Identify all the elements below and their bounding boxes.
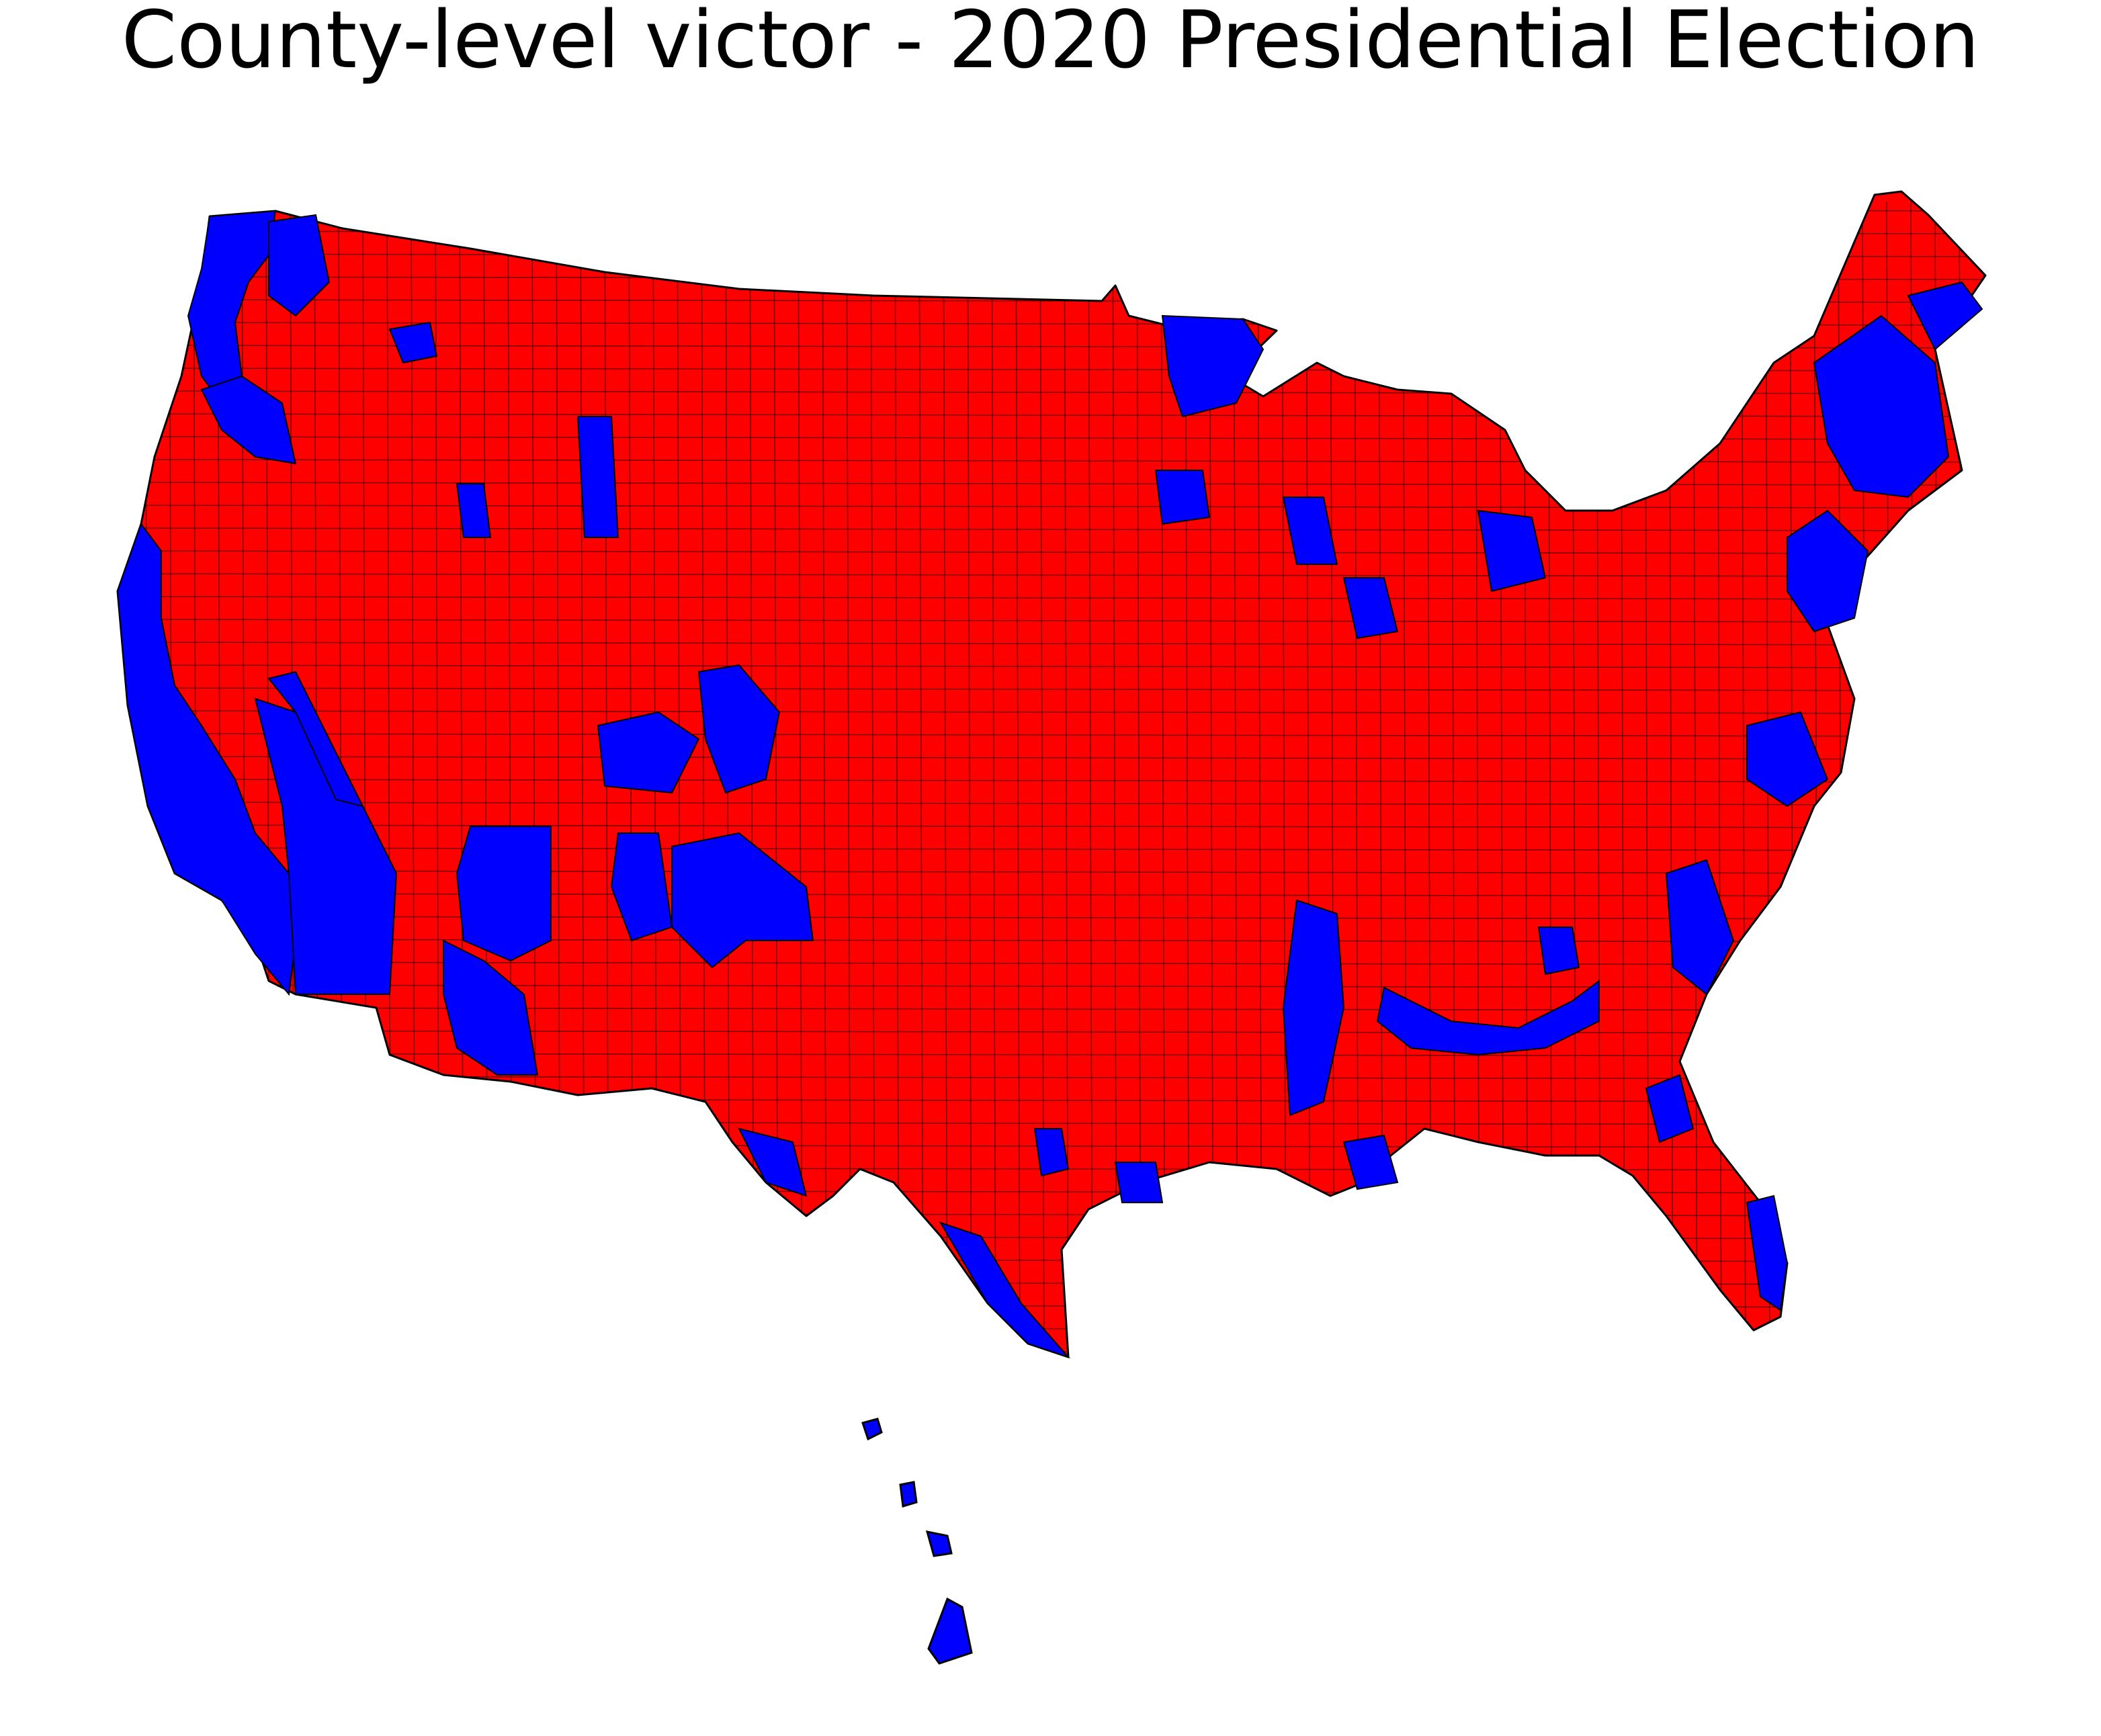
county-line bbox=[118, 619, 1985, 623]
map-title: County-level victor - 2020 Presidential … bbox=[121, 0, 1980, 86]
county-line bbox=[991, 201, 996, 1357]
florida-central-dem-area bbox=[1645, 1074, 1695, 1143]
colorado-mountain-dem-area bbox=[597, 711, 700, 794]
twin-cities-dem-area bbox=[1154, 470, 1211, 525]
northeast-corridor-dem-area bbox=[1787, 509, 1869, 633]
county-line bbox=[118, 984, 1985, 988]
county-line bbox=[1160, 201, 1166, 1357]
florida-south-dem-area bbox=[1746, 1195, 1789, 1311]
county-line bbox=[118, 1053, 1985, 1057]
county-line bbox=[798, 201, 803, 1357]
contiguous-us-landmass bbox=[116, 190, 1987, 1358]
county-line bbox=[118, 482, 1985, 486]
county-line bbox=[118, 230, 1985, 234]
county-line bbox=[118, 847, 1985, 851]
montana-dem-area bbox=[388, 321, 438, 364]
kauai-island bbox=[861, 1418, 883, 1441]
county-line bbox=[118, 550, 1985, 554]
county-line bbox=[1281, 201, 1287, 1357]
county-line bbox=[118, 1030, 1985, 1034]
big-island bbox=[927, 1597, 973, 1665]
county-line bbox=[1983, 201, 1985, 1357]
county-line bbox=[118, 801, 1985, 806]
utah-salt-lake-dem-area bbox=[576, 416, 619, 538]
county-line bbox=[894, 201, 900, 1357]
new-orleans-dem-area bbox=[1342, 1134, 1399, 1190]
houston-dem-area bbox=[1114, 1162, 1164, 1203]
county-line bbox=[1064, 201, 1069, 1357]
black-belt-dem-area bbox=[1376, 980, 1600, 1056]
mississippi-delta-dem-area bbox=[1282, 899, 1345, 1117]
county-line bbox=[118, 505, 1985, 509]
nevada-clark-dem-area bbox=[267, 670, 364, 808]
wisconsin-dem-area bbox=[1282, 496, 1338, 565]
idaho-blaine-dem-area bbox=[456, 483, 492, 538]
county-line bbox=[118, 664, 1985, 668]
arizona-maricopa-dem-area bbox=[456, 826, 552, 962]
county-line bbox=[846, 201, 851, 1357]
county-line bbox=[967, 201, 972, 1357]
county-line bbox=[1015, 201, 1021, 1357]
hawaii-islands bbox=[861, 1418, 973, 1665]
new-mexico-dem-area bbox=[671, 832, 814, 969]
texas-el-paso-dem-area bbox=[738, 1127, 808, 1197]
colorado-front-range-dem-area bbox=[697, 664, 781, 794]
county-line bbox=[870, 201, 875, 1357]
county-line bbox=[118, 208, 1985, 212]
county-line bbox=[1088, 201, 1093, 1357]
county-line bbox=[118, 687, 1985, 691]
county-line bbox=[118, 733, 1985, 737]
chicago-dem-area bbox=[1342, 577, 1399, 640]
minnesota-northeast-dem-area bbox=[1161, 314, 1264, 418]
eastern-carolinas-dem-area bbox=[1665, 859, 1735, 996]
maui-county-islands bbox=[925, 1530, 953, 1557]
oregon-willamette-dem-area bbox=[200, 375, 297, 465]
puget-sound-dem-area bbox=[268, 214, 331, 317]
county-line bbox=[118, 779, 1985, 783]
county-line bbox=[1959, 201, 1964, 1357]
new-england-dem-area bbox=[1813, 314, 1950, 498]
michigan-detroit-dem-area bbox=[1477, 509, 1547, 593]
county-line bbox=[118, 642, 1985, 646]
county-line bbox=[1330, 201, 1335, 1357]
virginia-dem-area bbox=[1746, 711, 1829, 808]
county-line bbox=[118, 1007, 1985, 1011]
county-line bbox=[918, 201, 924, 1357]
arizona-apache-dem-area bbox=[610, 832, 673, 942]
texas-rio-grande-dem-area bbox=[939, 1221, 1071, 1359]
county-line bbox=[118, 573, 1985, 577]
oahu-island bbox=[899, 1481, 918, 1508]
county-line bbox=[120, 201, 126, 1357]
county-line bbox=[943, 201, 948, 1357]
county-line bbox=[118, 596, 1985, 600]
georgia-atlanta-dem-area bbox=[1537, 926, 1580, 975]
county-line bbox=[118, 824, 1985, 828]
maine-coast-dem-area bbox=[1907, 281, 1983, 351]
county-line bbox=[1305, 201, 1311, 1357]
austin-dem-area bbox=[1033, 1128, 1070, 1177]
county-line bbox=[118, 527, 1985, 531]
county-line bbox=[118, 756, 1985, 760]
arizona-pima-dem-area bbox=[443, 939, 539, 1076]
county-line bbox=[118, 710, 1985, 714]
county-line bbox=[822, 201, 827, 1357]
